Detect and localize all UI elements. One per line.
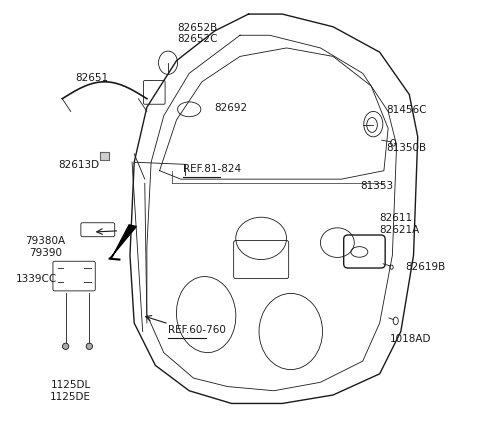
Polygon shape — [100, 152, 109, 160]
Text: 81456C: 81456C — [386, 105, 427, 115]
Text: 82692: 82692 — [215, 103, 248, 113]
Text: 82611
82621A: 82611 82621A — [380, 213, 420, 235]
Text: 81353: 81353 — [360, 181, 394, 191]
Text: 1018AD: 1018AD — [390, 334, 432, 344]
Text: 82651: 82651 — [75, 73, 108, 83]
Ellipse shape — [62, 343, 69, 349]
Text: 79380A
79390: 79380A 79390 — [25, 236, 65, 258]
Text: 1339CC: 1339CC — [15, 274, 57, 285]
Text: 81350B: 81350B — [386, 143, 426, 153]
Ellipse shape — [86, 343, 93, 349]
Text: 82652B
82652C: 82652B 82652C — [178, 23, 218, 44]
Text: 82619B: 82619B — [405, 262, 445, 272]
Text: 82613D: 82613D — [59, 160, 100, 170]
Polygon shape — [109, 225, 136, 259]
Text: REF.60-760: REF.60-760 — [168, 325, 226, 335]
Text: 1125DL
1125DE: 1125DL 1125DE — [50, 380, 91, 402]
Text: REF.81-824: REF.81-824 — [183, 164, 241, 174]
